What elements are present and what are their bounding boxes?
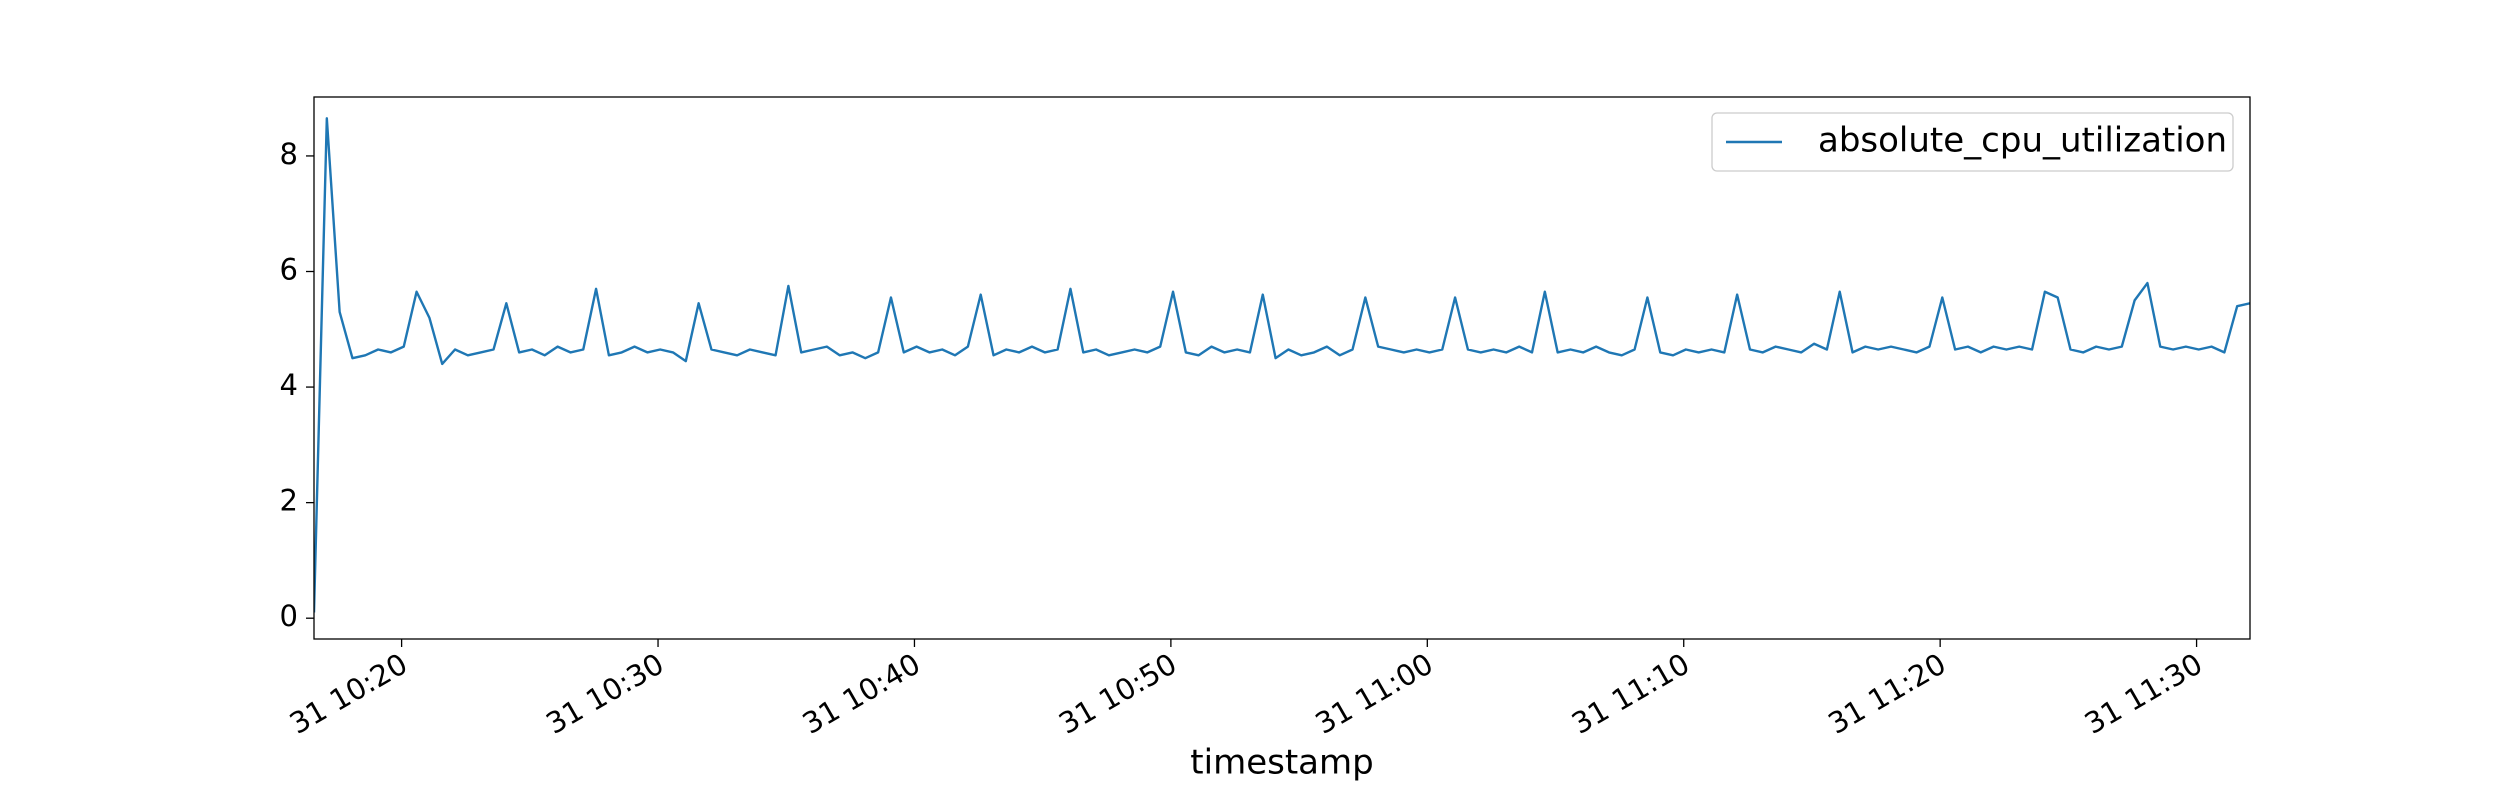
x-tick-label: 31 10:20 bbox=[284, 647, 413, 741]
x-tick-label: 31 10:30 bbox=[540, 647, 669, 741]
y-tick-label: 4 bbox=[280, 368, 298, 402]
legend-box bbox=[1711, 112, 2234, 172]
legend-label: absolute_cpu_utilization bbox=[1818, 121, 2227, 161]
y-tick-label: 8 bbox=[280, 137, 298, 171]
plot-area bbox=[314, 117, 2250, 613]
x-axis-label: timestamp bbox=[1190, 743, 1373, 783]
y-tick-label: 6 bbox=[280, 253, 298, 287]
x-tick-label: 31 11:20 bbox=[1822, 647, 1951, 741]
y-tick-label: 0 bbox=[280, 599, 298, 633]
x-tick-label: 31 10:50 bbox=[1053, 647, 1182, 741]
x-tick-label: 31 11:30 bbox=[2079, 647, 2208, 741]
x-tick-label: 31 11:10 bbox=[1566, 647, 1695, 741]
x-tick-label: 31 11:00 bbox=[1309, 647, 1438, 741]
axes-frame bbox=[313, 96, 2251, 640]
data-line bbox=[314, 117, 2250, 613]
x-tick-label: 31 10:40 bbox=[797, 647, 926, 741]
y-tick-label: 2 bbox=[280, 484, 298, 518]
